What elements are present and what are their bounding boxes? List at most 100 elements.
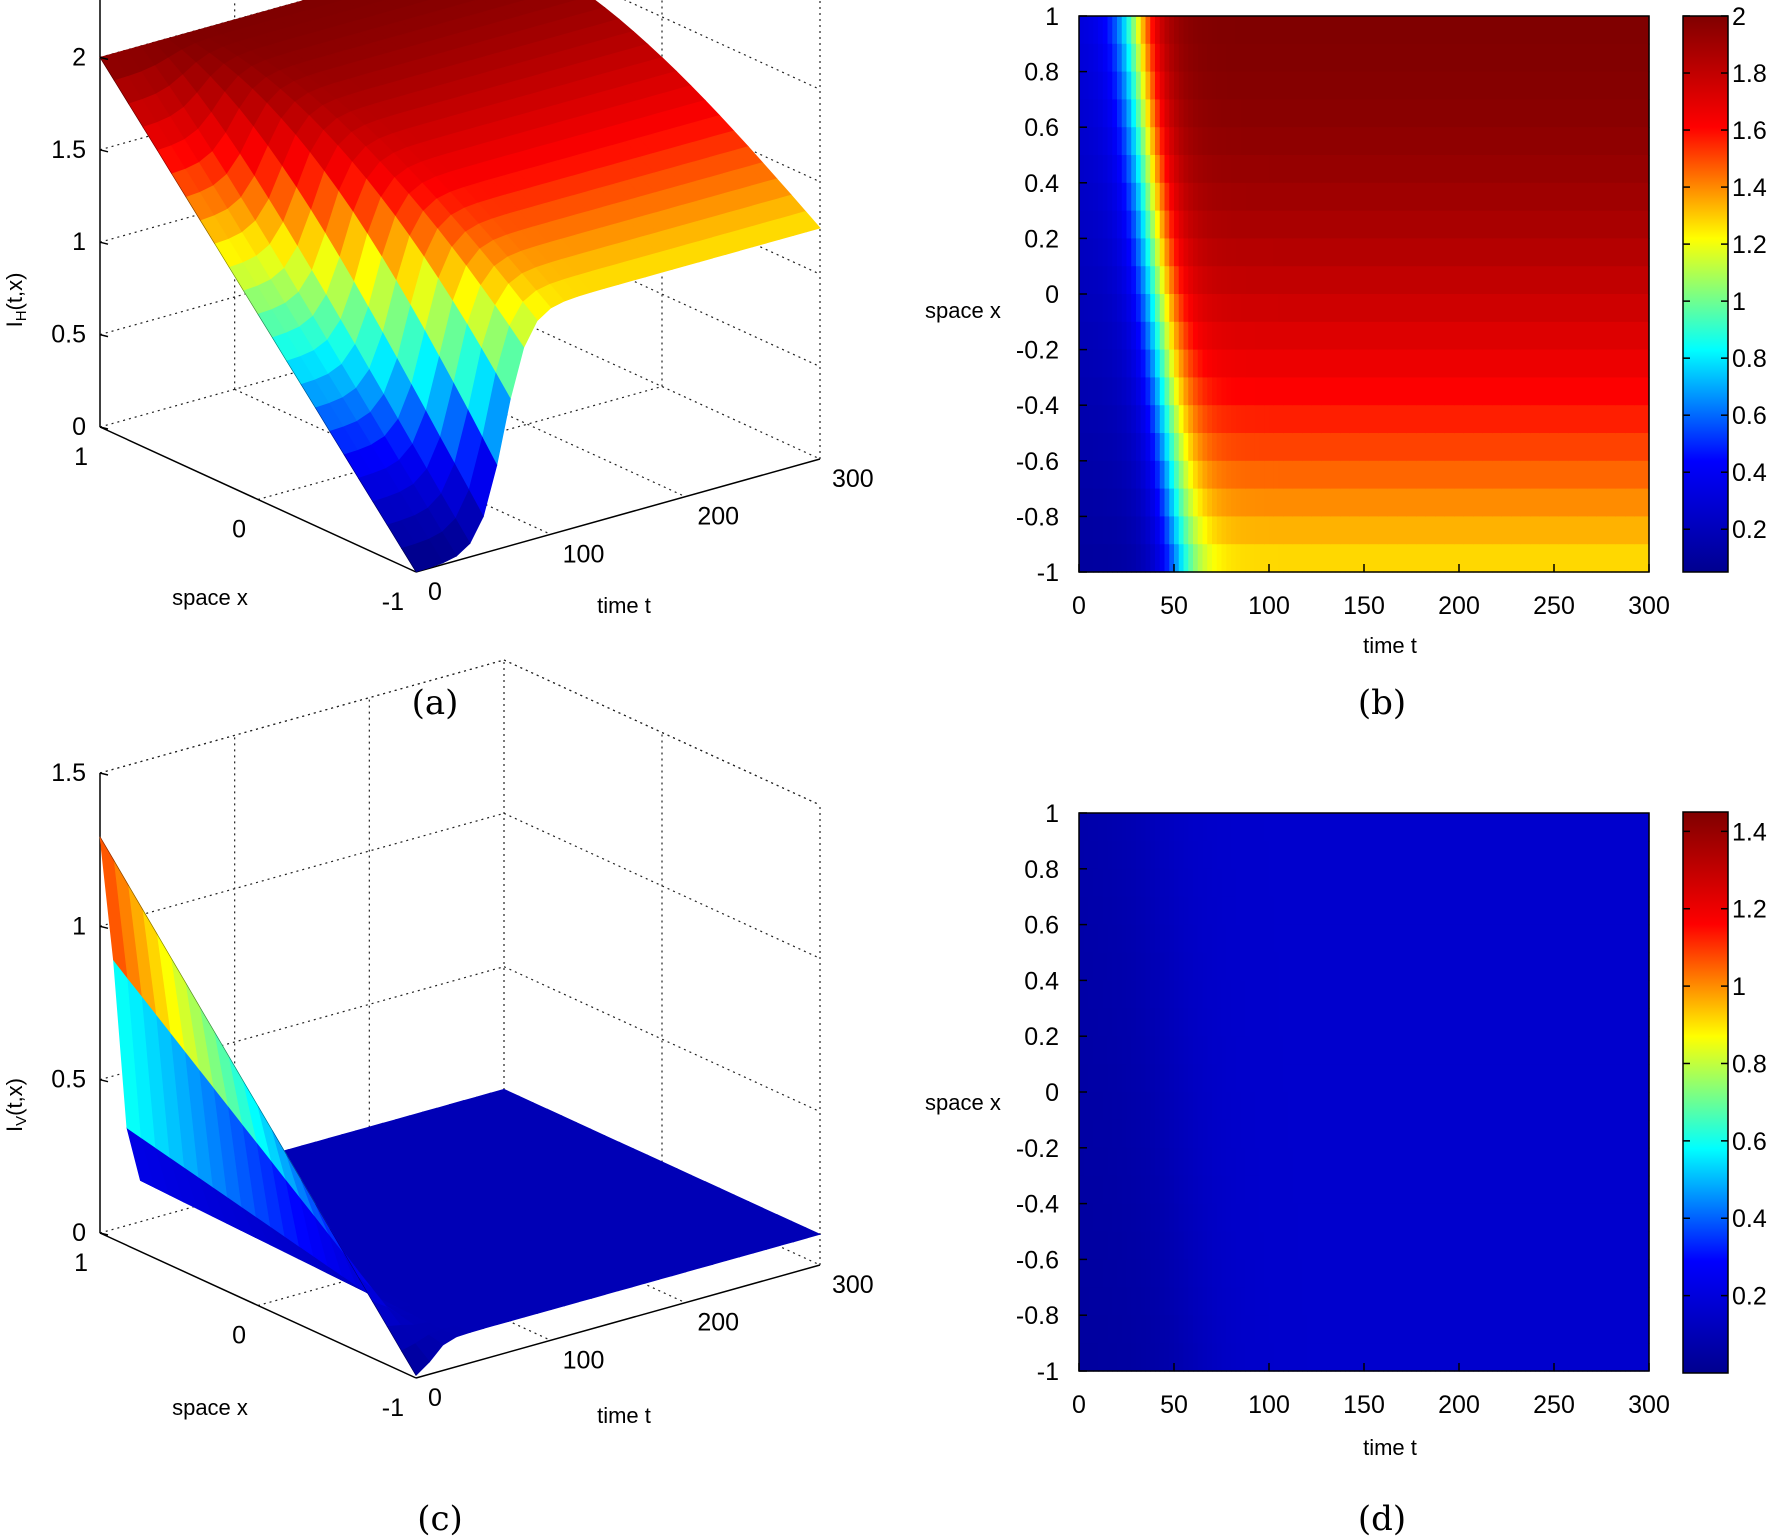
heatmap-cell: [1311, 544, 1318, 573]
heatmap-cell: [1288, 294, 1294, 323]
heatmap-cell: [1302, 1008, 1308, 1037]
heatmap-cell: [1330, 210, 1337, 239]
heatmap-cell: [1383, 516, 1389, 545]
heatmap-cell: [1240, 266, 1246, 295]
heatmap-cell: [1387, 127, 1394, 156]
heatmap-cell: [1150, 321, 1156, 351]
heatmap-cell: [1231, 99, 1237, 128]
heatmap-cell: [1554, 99, 1560, 128]
heatmap-cell: [1430, 155, 1436, 184]
heatmap-cell: [1093, 1119, 1099, 1149]
heatmap-cell: [1083, 460, 1090, 490]
heatmap-cell: [1235, 210, 1242, 239]
heatmap-cell: [1183, 377, 1189, 406]
heatmap-cell: [1288, 377, 1294, 406]
heatmap-cell: [1373, 266, 1379, 295]
heatmap-cell: [1359, 71, 1365, 100]
heatmap-cell: [1102, 1203, 1109, 1233]
heatmap-cell: [1155, 182, 1161, 212]
heatmap-cell: [1278, 43, 1284, 73]
heatmap-cell: [1117, 16, 1123, 45]
heatmap-cell: [1549, 210, 1555, 239]
heatmap-cell: [1326, 544, 1332, 573]
heatmap-cell: [1126, 1231, 1132, 1260]
heatmap-cell: [1554, 460, 1560, 490]
heatmap-cell: [1335, 377, 1341, 406]
y-tick-label: 0.8: [1024, 59, 1059, 87]
heatmap-cell: [1131, 433, 1137, 462]
heatmap-cell: [1373, 488, 1379, 517]
heatmap-cell: [1630, 516, 1636, 545]
heatmap-cell: [1326, 16, 1332, 45]
heatmap-cell: [1288, 1203, 1294, 1233]
heatmap-cell: [1259, 405, 1265, 434]
heatmap-cell: [1373, 516, 1379, 545]
heatmap-cell: [1345, 433, 1351, 462]
heatmap-cell: [1231, 1175, 1237, 1205]
heatmap-cell: [1292, 16, 1299, 45]
heatmap-cell: [1250, 1315, 1256, 1344]
heatmap-cell: [1549, 349, 1555, 378]
heatmap-cell: [1088, 1203, 1094, 1233]
heatmap-cell: [1468, 544, 1474, 573]
heatmap-cell: [1568, 544, 1574, 573]
heatmap-cell: [1202, 210, 1208, 239]
heatmap-cell: [1311, 16, 1318, 45]
heatmap-cell: [1307, 433, 1313, 462]
heatmap-cell: [1444, 405, 1451, 434]
heatmap-cell: [1088, 1092, 1094, 1121]
grid-line: [503, 659, 821, 806]
heatmap-cell: [1278, 405, 1284, 434]
heatmap-cell: [1630, 460, 1636, 490]
heatmap-cell: [1501, 210, 1508, 239]
heatmap-cell: [1174, 321, 1180, 351]
heatmap-cell: [1430, 16, 1436, 45]
heatmap-cell: [1174, 377, 1180, 406]
heatmap-cell: [1425, 405, 1432, 434]
heatmap-cell: [1563, 16, 1569, 45]
heatmap-cell: [1634, 155, 1641, 184]
heatmap-cell: [1459, 321, 1465, 351]
heatmap-cell: [1169, 377, 1175, 406]
heatmap-cell: [1596, 433, 1603, 462]
heatmap-cell: [1378, 127, 1384, 156]
heatmap-cell: [1079, 1064, 1085, 1093]
heatmap-cell: [1634, 266, 1641, 295]
heatmap-cell: [1644, 155, 1650, 184]
heatmap-cell: [1373, 210, 1379, 239]
heatmap-cell: [1520, 210, 1527, 239]
heatmap-cell: [1606, 43, 1612, 73]
heatmap-cell: [1307, 924, 1313, 954]
heatmap-cell: [1207, 813, 1213, 842]
heatmap-cell: [1449, 182, 1455, 212]
heatmap-cell: [1416, 210, 1422, 239]
heatmap-cell: [1155, 99, 1161, 128]
heatmap-cell: [1098, 1175, 1104, 1205]
heatmap-cell: [1083, 1175, 1090, 1205]
heatmap-cell: [1136, 1231, 1142, 1260]
heatmap-cell: [1216, 1259, 1223, 1288]
heatmap-cell: [1273, 868, 1280, 898]
heatmap-cell: [1530, 349, 1536, 378]
heatmap-cell: [1288, 1287, 1294, 1316]
heatmap-cell: [1392, 238, 1398, 267]
heatmap-cell: [1117, 377, 1123, 406]
heatmap-cell: [1297, 1259, 1303, 1288]
heatmap-cell: [1254, 1119, 1261, 1149]
heatmap-cell: [1145, 1064, 1151, 1093]
heatmap-cell: [1088, 1036, 1094, 1065]
heatmap-cell: [1378, 377, 1384, 406]
heatmap-cell: [1364, 433, 1370, 462]
z-tick-mark: [99, 1078, 109, 1083]
heatmap-cell: [1468, 182, 1474, 212]
heatmap-cell: [1207, 71, 1213, 100]
heatmap-cell: [1083, 294, 1090, 323]
heatmap-cell: [1307, 840, 1313, 870]
heatmap-cell: [1297, 1092, 1303, 1121]
heatmap-cell: [1121, 155, 1128, 184]
heatmap-cell: [1587, 516, 1593, 545]
heatmap-cell: [1178, 868, 1185, 898]
heatmap-cell: [1245, 127, 1251, 156]
heatmap-cell: [1193, 924, 1199, 954]
heatmap-cell: [1112, 43, 1118, 73]
